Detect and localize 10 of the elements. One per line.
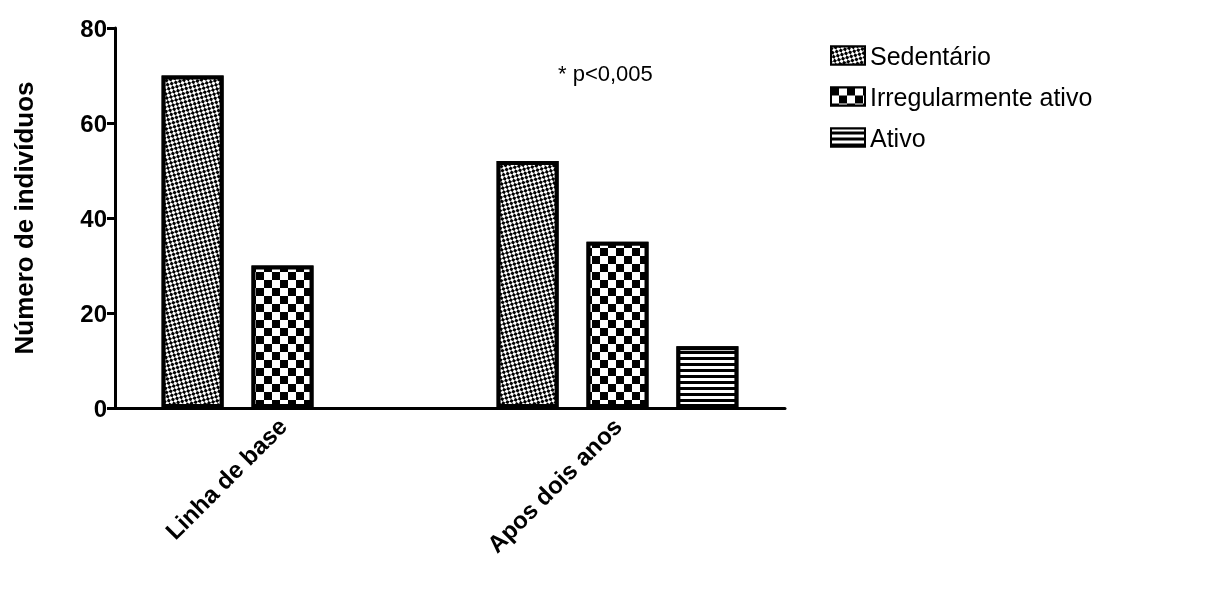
legend-label: Irregularmente ativo <box>870 82 1093 111</box>
y-tick-label: 40 <box>80 204 107 232</box>
y-tick-label: 20 <box>80 299 107 327</box>
y-tick-label: 60 <box>80 109 107 137</box>
y-axis-title: Número de indivíduos <box>9 81 39 355</box>
legend-label: Ativo <box>870 123 926 152</box>
y-tick-label: 0 <box>93 394 107 422</box>
annotation: * p<0,005 <box>558 60 653 86</box>
legend-label: Sedentário <box>870 41 991 70</box>
y-tick-label: 80 <box>80 14 107 42</box>
